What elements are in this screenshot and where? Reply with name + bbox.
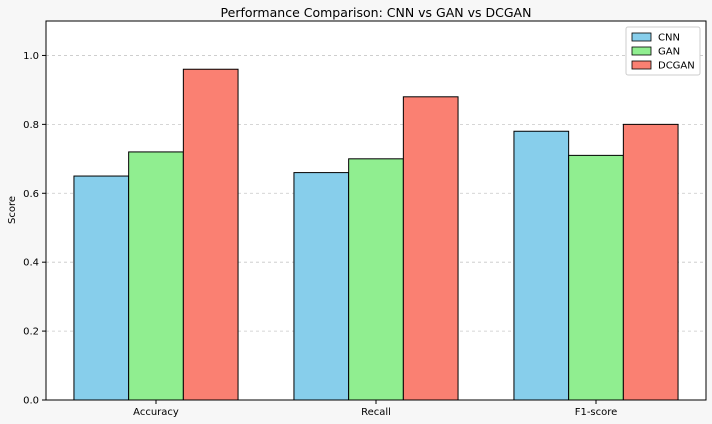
y-tick-label: 0.8 (23, 120, 39, 131)
y-tick-label: 0.0 (23, 396, 39, 407)
y-tick-label: 1.0 (23, 51, 39, 62)
x-tick-label: Recall (361, 407, 391, 418)
x-tick-label: Accuracy (133, 407, 179, 418)
legend: CNN GAN DCGAN (625, 26, 701, 76)
legend-label-cnn: CNN (658, 33, 680, 44)
legend-label-dcgan: DCGAN (658, 61, 695, 72)
bar-cnn-f1-score (513, 130, 570, 401)
legend-label-gan: GAN (658, 47, 680, 58)
y-tick-label: 0.6 (23, 189, 39, 200)
x-axis: Accuracy Recall F1-score (133, 400, 617, 418)
y-axis-label: Score (7, 196, 18, 224)
bar-gan-recall (348, 158, 404, 401)
bar-gan-f1-score (568, 154, 624, 401)
x-tick-label: F1-score (575, 407, 618, 418)
y-tick-label: 0.4 (23, 258, 39, 269)
bars (73, 68, 679, 401)
bar-gan-accuracy (128, 151, 184, 401)
legend-swatch-dcgan (631, 60, 652, 70)
bar-dcgan-accuracy (182, 68, 239, 401)
y-axis: 0.0 0.2 0.4 0.6 0.8 1.0 (23, 51, 46, 407)
legend-swatch-gan (631, 46, 652, 56)
bar-dcgan-f1-score (622, 123, 679, 401)
chart-title: Performance Comparison: CNN vs GAN vs DC… (221, 5, 532, 20)
bar-cnn-recall (293, 172, 350, 401)
legend-swatch-cnn (631, 32, 652, 42)
bar-dcgan-recall (402, 96, 459, 401)
bar-cnn-accuracy (73, 175, 130, 401)
y-tick-label: 0.2 (23, 327, 39, 338)
